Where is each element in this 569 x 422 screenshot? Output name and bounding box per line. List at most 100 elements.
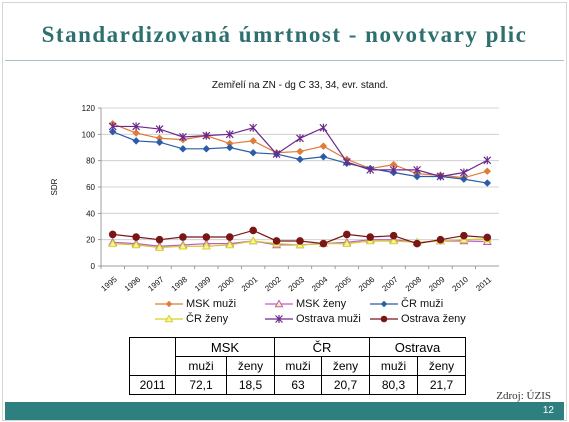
data-point	[249, 137, 257, 145]
x-tick-label: 2008	[404, 275, 424, 294]
data-point	[460, 175, 468, 183]
data-point	[319, 142, 328, 150]
data-point	[319, 152, 328, 161]
y-tick-label: 100	[82, 130, 96, 139]
legend-label: ČR ženy	[186, 313, 229, 326]
legend-item: Ostrava muži	[265, 312, 361, 326]
data-point	[389, 231, 398, 240]
data-point	[296, 155, 304, 164]
legend-label: MSK muži	[186, 298, 237, 311]
table-cell: 72,1	[175, 375, 227, 395]
data-point	[413, 165, 421, 174]
table-group-cr: ČR	[274, 337, 370, 357]
x-tick-label: 2007	[380, 275, 400, 294]
x-tick-label: 2004	[310, 275, 330, 294]
data-point	[132, 122, 141, 131]
data-point	[319, 239, 328, 248]
data-point	[249, 123, 258, 132]
data-point	[483, 156, 492, 165]
table-subheader: ženy	[226, 356, 275, 376]
x-tick-label: 1999	[193, 275, 213, 294]
data-point	[460, 231, 468, 240]
x-tick-label: 2000	[216, 275, 236, 294]
legend-item: ČR muži	[370, 297, 443, 311]
data-point	[389, 165, 398, 174]
data-point	[179, 145, 187, 153]
legend-label: Ostrava muži	[296, 313, 361, 326]
table-year-cell: 2011	[129, 375, 176, 395]
y-tick-label: 80	[86, 157, 95, 166]
y-tick-label: 120	[82, 104, 96, 113]
line-chart: Zemřelí na ZN - dg C 33, 34, evr. stand.…	[40, 70, 510, 335]
x-tick-label: 2003	[287, 275, 307, 294]
x-tick-label: 2006	[357, 275, 377, 294]
data-point	[413, 239, 421, 248]
chart-title: Zemřelí na ZN - dg C 33, 34, evr. stand.	[212, 80, 388, 91]
y-tick-label: 40	[86, 209, 95, 218]
data-point	[436, 235, 445, 244]
table-cell: 21,7	[417, 375, 466, 395]
legend-label: MSK ženy	[296, 298, 347, 311]
data-point	[155, 138, 164, 146]
legend-swatch	[370, 315, 398, 323]
slide-title: Standardizovaná úmrtnost - novotvary pli…	[41, 22, 528, 47]
summary-table: MSK ČR Ostrava muži ženy muži ženy muži …	[129, 337, 466, 395]
table-group-msk: MSK	[175, 337, 275, 357]
data-point	[202, 233, 211, 241]
x-tick-label: 1996	[123, 275, 143, 294]
data-point	[225, 240, 235, 249]
data-point	[132, 129, 140, 137]
data-point	[131, 240, 141, 249]
x-tick-label: 1995	[99, 275, 119, 294]
x-tick-label: 2010	[451, 275, 471, 294]
table-subheader: muži	[175, 356, 227, 376]
data-point	[413, 172, 421, 181]
data-point	[178, 241, 188, 250]
data-point	[342, 157, 351, 166]
data-point	[272, 150, 281, 159]
data-point	[483, 179, 492, 187]
x-tick-label: 2009	[427, 275, 447, 294]
table-cell: 80,3	[369, 375, 418, 395]
legend-item: MSK ženy	[265, 297, 346, 311]
table-cell: 18,5	[226, 375, 275, 395]
table-row: 2011 72,1 18,5 63 20,7 80,3 21,7	[129, 375, 466, 395]
table-cell: 20,7	[321, 375, 370, 395]
legend-item: MSK muži	[155, 297, 236, 311]
data-point	[296, 237, 304, 245]
x-tick-label: 2005	[334, 275, 354, 294]
data-point	[366, 165, 375, 174]
data-point	[366, 233, 375, 241]
legend-swatch	[265, 299, 293, 308]
chart-svg: Zemřelí na ZN - dg C 33, 34, evr. stand.…	[50, 80, 499, 294]
data-point	[389, 236, 399, 245]
x-tick-label: 2001	[240, 275, 260, 294]
data-point	[249, 149, 257, 157]
table-group-ostrava: Ostrava	[369, 337, 466, 357]
data-point	[272, 237, 281, 245]
data-point	[132, 137, 140, 145]
data-point	[483, 167, 492, 175]
data-point	[202, 131, 211, 140]
data-point	[226, 143, 234, 152]
y-axis-label: SDR	[50, 178, 59, 195]
data-point	[296, 147, 304, 156]
table-corner-cell	[129, 337, 176, 376]
table-subheader: ženy	[417, 356, 466, 376]
data-point	[319, 123, 328, 132]
data-point	[483, 233, 492, 242]
data-point	[436, 172, 445, 181]
y-tick-label: 20	[86, 236, 95, 245]
data-point	[202, 145, 211, 153]
data-point	[108, 238, 118, 247]
data-point	[343, 230, 351, 239]
table-subheader: muži	[274, 356, 322, 376]
legend-item: ČR ženy	[155, 312, 228, 326]
data-point	[155, 242, 164, 251]
footer-bar: 12	[5, 402, 564, 420]
x-tick-label: 1997	[146, 275, 166, 294]
legend-swatch	[155, 314, 183, 323]
x-tick-label: 2011	[474, 275, 493, 293]
table-cell: 63	[274, 375, 322, 395]
data-point	[108, 230, 117, 239]
